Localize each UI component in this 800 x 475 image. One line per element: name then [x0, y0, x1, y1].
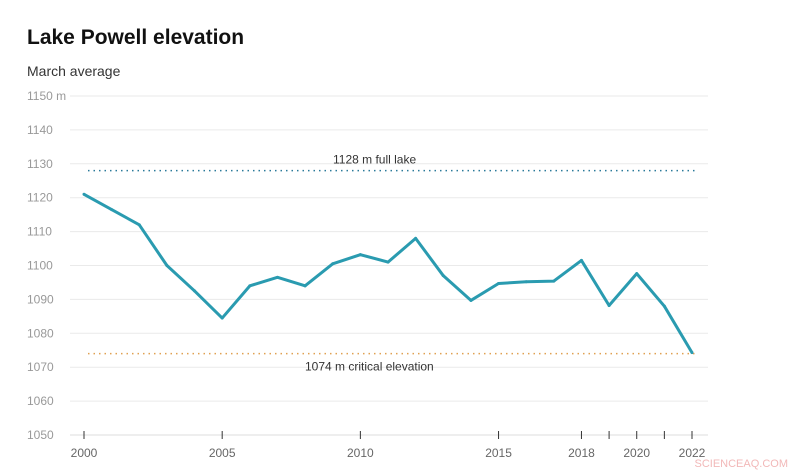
- x-tick-label: 2015: [485, 446, 512, 460]
- x-tick-label: 2020: [623, 446, 650, 460]
- y-tick-label: 1150 m: [27, 89, 66, 103]
- data-line: [83, 192, 694, 354]
- x-tick-label: 2000: [71, 446, 98, 460]
- y-tick-label: 1140: [27, 123, 53, 137]
- y-tick-label: 1120: [27, 191, 53, 205]
- reference-label: 1128 m full lake: [333, 153, 416, 167]
- y-tick-label: 1060: [27, 394, 54, 408]
- data-point: [193, 289, 197, 293]
- data-point: [165, 264, 169, 267]
- x-tick-label: 2005: [209, 446, 236, 460]
- data-point: [303, 284, 307, 288]
- x-tick-label: 2010: [347, 446, 374, 460]
- y-tick-label: 1080: [27, 326, 54, 340]
- data-point: [248, 284, 252, 288]
- data-point: [220, 316, 224, 320]
- data-point: [690, 351, 694, 355]
- data-point: [635, 272, 639, 276]
- y-tick-label: 1110: [27, 225, 52, 239]
- y-tick-label: 1090: [27, 292, 54, 306]
- data-point: [386, 260, 390, 264]
- data-point: [662, 304, 666, 308]
- data-point: [331, 262, 335, 266]
- data-point: [607, 304, 611, 308]
- x-tick-label: 2018: [568, 446, 595, 460]
- data-point: [441, 274, 445, 278]
- data-point: [110, 208, 114, 212]
- watermark: SCIENCEAQ.COM: [694, 458, 788, 470]
- y-tick-label: 1050: [27, 428, 54, 442]
- data-point: [497, 281, 501, 285]
- chart-subtitle: March average: [27, 63, 121, 79]
- data-point: [275, 275, 279, 279]
- data-point: [82, 192, 86, 196]
- data-point: [579, 258, 583, 262]
- data-point: [469, 298, 473, 302]
- data-point: [552, 279, 556, 283]
- y-tick-label: 1070: [27, 360, 54, 374]
- reference-label: 1074 m critical elevation: [305, 360, 434, 374]
- y-tick-label: 1100: [27, 259, 53, 273]
- data-point: [137, 223, 141, 227]
- chart-title: Lake Powell elevation: [27, 26, 245, 49]
- data-point: [358, 253, 362, 257]
- data-point: [524, 280, 528, 284]
- y-tick-label: 1130: [27, 157, 53, 171]
- data-point: [414, 236, 418, 240]
- x-tick-label: 2022: [679, 446, 706, 460]
